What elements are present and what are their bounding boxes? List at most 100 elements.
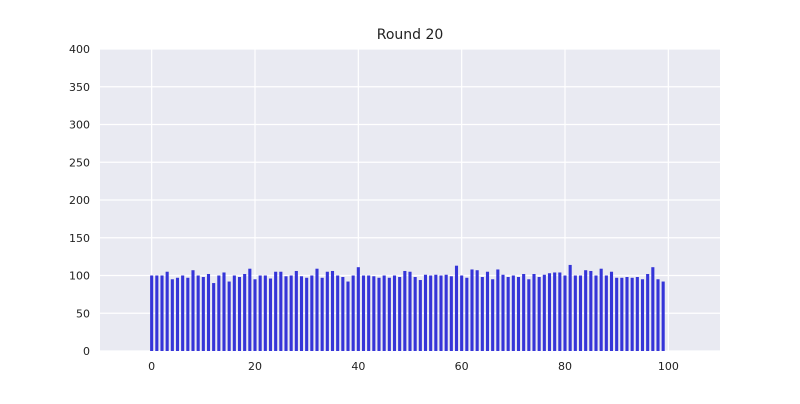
y-tick-label: 50	[76, 307, 90, 320]
bar	[222, 272, 226, 351]
x-tick-label: 100	[658, 360, 679, 373]
bar	[201, 277, 205, 351]
bar	[620, 277, 624, 351]
bar	[423, 274, 428, 351]
bar	[480, 277, 484, 351]
bar	[454, 265, 459, 351]
tick-labels: 0 50 100 150 200 250 300 350 400 0 20 40 60 80 100	[69, 43, 679, 373]
bar	[299, 276, 304, 351]
bar	[465, 277, 469, 351]
chart-title: Round 20	[377, 27, 444, 43]
bar	[568, 264, 572, 351]
bar	[506, 277, 510, 351]
bar	[496, 269, 500, 351]
bar	[578, 275, 583, 351]
bar	[444, 274, 448, 351]
bar	[351, 275, 355, 351]
bar	[434, 274, 438, 351]
bar	[516, 277, 521, 351]
x-tick-label: 80	[558, 360, 572, 373]
bar	[310, 275, 314, 351]
bar	[475, 270, 479, 351]
bar	[336, 275, 340, 351]
bar	[377, 277, 381, 351]
bar	[604, 275, 608, 351]
bar	[615, 277, 619, 351]
bar	[387, 277, 391, 351]
bar	[625, 277, 629, 351]
bar	[175, 277, 180, 351]
bar	[439, 275, 443, 351]
bar	[356, 267, 360, 351]
bar	[268, 278, 273, 351]
bar	[594, 275, 598, 351]
bar	[563, 275, 567, 351]
bar	[191, 270, 195, 351]
bar	[599, 268, 603, 351]
bar	[165, 271, 169, 351]
bar	[196, 275, 200, 351]
bar	[449, 276, 453, 351]
bar	[289, 275, 293, 351]
bar	[232, 275, 236, 351]
bar	[237, 277, 242, 351]
y-tick-label: 300	[69, 119, 90, 132]
bar	[170, 279, 174, 351]
bar	[294, 270, 298, 351]
bar	[315, 268, 319, 351]
bar	[630, 277, 634, 351]
bar	[460, 275, 464, 351]
y-tick-label: 250	[69, 156, 90, 169]
bar	[305, 277, 309, 351]
bar	[392, 275, 397, 351]
y-tick-label: 400	[69, 43, 90, 56]
bar	[330, 270, 335, 351]
bars	[150, 264, 665, 351]
y-tick-label: 100	[69, 270, 90, 283]
bar	[155, 275, 159, 351]
bar	[542, 274, 546, 351]
bar	[274, 271, 278, 351]
bar	[511, 275, 515, 351]
y-tick-label: 350	[69, 81, 90, 94]
bar	[522, 273, 526, 351]
bar	[429, 275, 433, 351]
bar	[470, 269, 474, 351]
bar	[361, 275, 366, 351]
bar	[248, 268, 252, 351]
bar	[253, 279, 257, 351]
x-tick-label: 20	[248, 360, 262, 373]
bar	[527, 279, 531, 351]
bar	[646, 273, 650, 351]
bar	[398, 277, 402, 351]
bar	[558, 272, 562, 351]
bar	[212, 283, 216, 351]
bar	[537, 277, 541, 351]
bar	[367, 275, 371, 351]
bar	[160, 275, 164, 351]
bar	[186, 277, 190, 351]
bar	[258, 275, 262, 351]
bar	[418, 280, 422, 351]
bar	[485, 271, 490, 351]
bar	[547, 273, 552, 351]
x-tick-label: 0	[148, 360, 155, 373]
bar	[491, 279, 495, 351]
bar	[661, 281, 665, 351]
bar	[217, 275, 221, 351]
bar	[181, 275, 185, 351]
bar	[635, 277, 639, 351]
bar	[656, 279, 660, 351]
y-tick-label: 150	[69, 232, 90, 245]
bar	[320, 277, 324, 351]
bar	[413, 277, 417, 351]
x-tick-label: 40	[351, 360, 365, 373]
bar	[589, 270, 593, 351]
bar	[403, 270, 407, 351]
bar	[651, 267, 655, 351]
bar	[573, 275, 577, 351]
bar	[263, 275, 267, 351]
bar	[341, 277, 345, 351]
